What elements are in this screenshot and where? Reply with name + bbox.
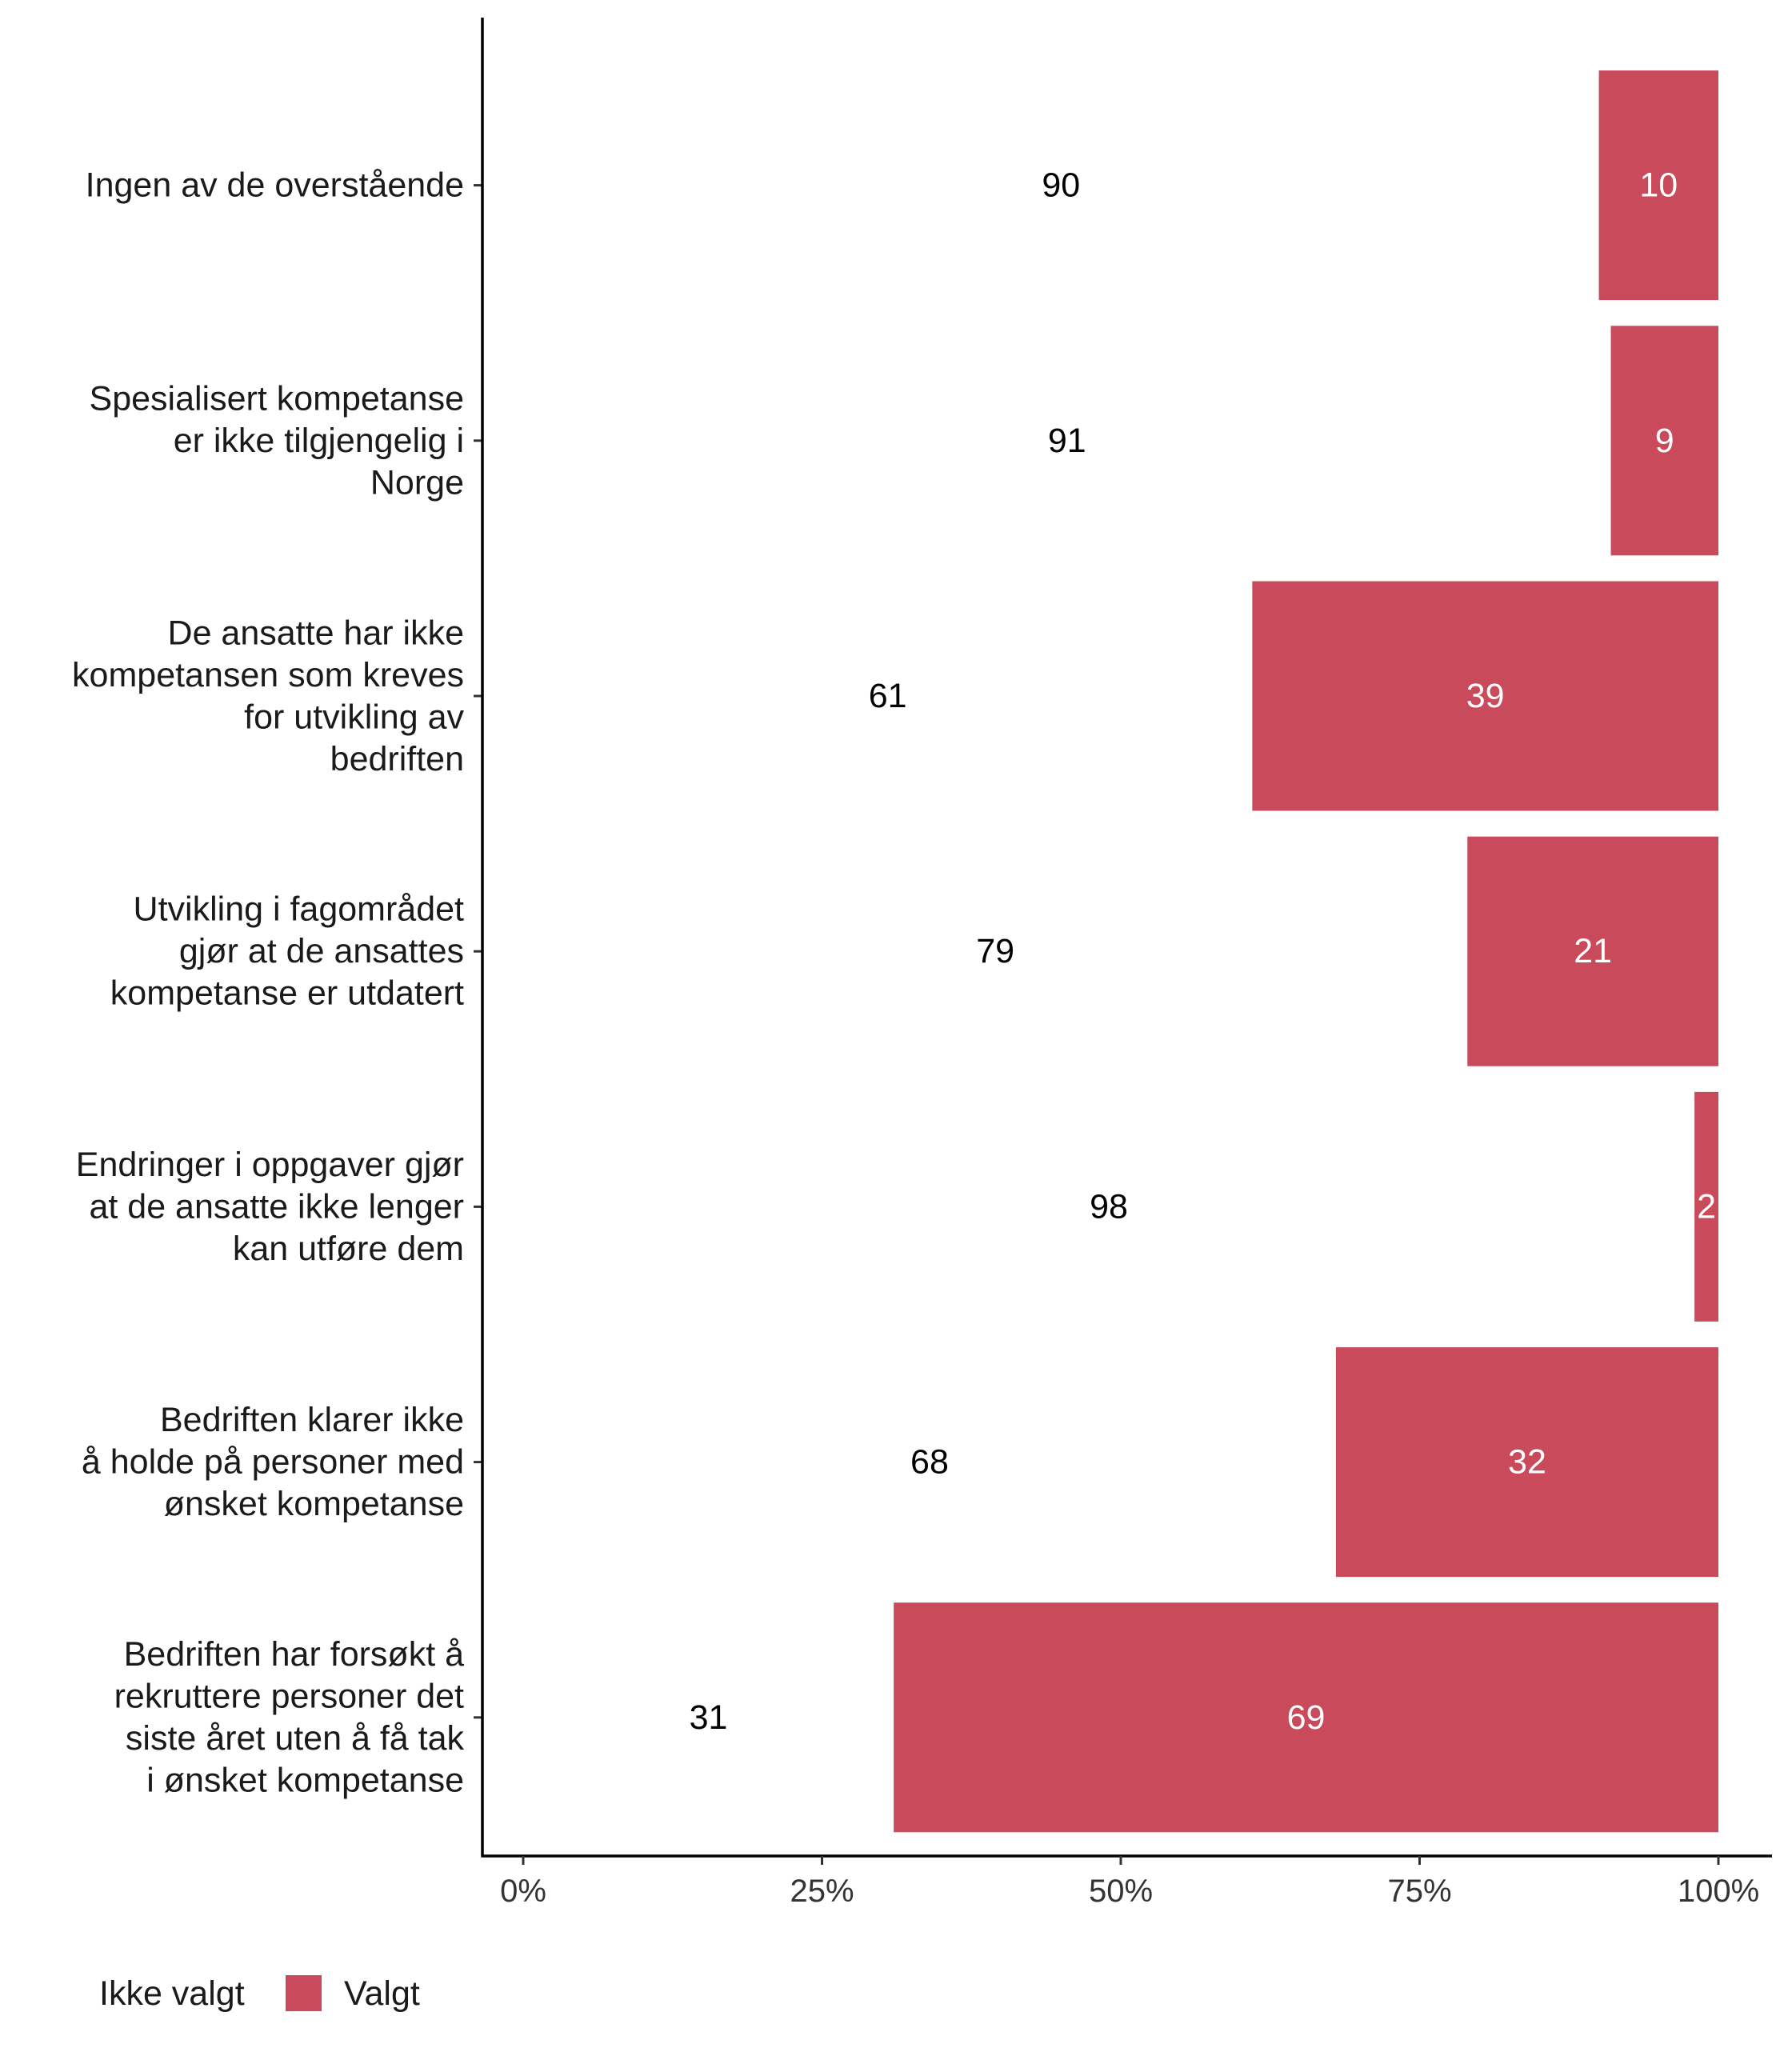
- category-label-5: Bedriften klarer ikke å holde på personer…: [82, 1401, 464, 1523]
- category-label-0: Ingen av de overstående: [86, 166, 464, 205]
- value-label-ikke-valgt-2: 61: [869, 677, 907, 715]
- x-tick-label-0: 0%: [500, 1874, 546, 1909]
- value-label-ikke-valgt-5: 68: [910, 1443, 949, 1482]
- category-labels-layer: Ingen av de overstående Spesialisert komp…: [72, 166, 464, 1800]
- value-label-ikke-valgt-3: 79: [976, 932, 1014, 970]
- category-label-1: Spesialisert kompetanse er ikke tilgjenge…: [90, 379, 464, 502]
- value-label-ikke-valgt-1: 91: [1048, 422, 1086, 460]
- value-labels-layer: 90 10 91 9 61 39 79 21 98 2 68 32 31 69: [690, 166, 1716, 1737]
- value-label-valgt-2: 39: [1466, 677, 1505, 715]
- value-label-ikke-valgt-6: 31: [690, 1698, 728, 1737]
- category-label-4: Endringer i oppgaver gjør at de ansatte i…: [76, 1146, 464, 1268]
- category-label-2: De ansatte har ikke kompetansen som kreve…: [72, 614, 464, 778]
- value-label-valgt-6: 69: [1287, 1698, 1326, 1737]
- bar-valgt-5: [1335, 1347, 1718, 1578]
- bar-valgt-1: [1610, 326, 1718, 556]
- value-label-ikke-valgt-4: 98: [1090, 1187, 1128, 1226]
- bar-valgt-2: [1252, 581, 1718, 811]
- bars-layer: [894, 70, 1718, 1833]
- legend: Ikke valgt Valgt: [99, 1974, 420, 2013]
- category-label-3: Utvikling i fagområdet gjør at de ansatte…: [110, 890, 464, 1013]
- value-label-valgt-4: 2: [1697, 1187, 1716, 1226]
- legend-label-valgt: Valgt: [344, 1974, 420, 2013]
- bar-valgt-6: [894, 1602, 1718, 1833]
- value-label-valgt-3: 21: [1574, 932, 1612, 970]
- x-tick-label-2: 50%: [1089, 1874, 1153, 1909]
- value-label-ikke-valgt-0: 90: [1042, 166, 1080, 205]
- value-label-valgt-1: 9: [1655, 422, 1674, 460]
- category-label-6: Bedriften har forsøkt å rekruttere person…: [114, 1635, 465, 1800]
- bar-valgt-0: [1598, 70, 1718, 301]
- legend-label-ikke-valgt: Ikke valgt: [99, 1974, 245, 2013]
- x-tick-label-3: 75%: [1387, 1874, 1451, 1909]
- bar-valgt-4: [1694, 1091, 1718, 1322]
- legend-swatch-valgt: [286, 1975, 322, 2011]
- axes-layer: 0% 25% 50% 75% 100%: [474, 18, 1772, 1909]
- bar-valgt-3: [1467, 836, 1718, 1066]
- value-label-valgt-5: 32: [1508, 1443, 1546, 1482]
- value-label-valgt-0: 10: [1639, 166, 1678, 205]
- x-tick-label-4: 100%: [1678, 1874, 1759, 1909]
- x-tick-label-1: 25%: [790, 1874, 854, 1909]
